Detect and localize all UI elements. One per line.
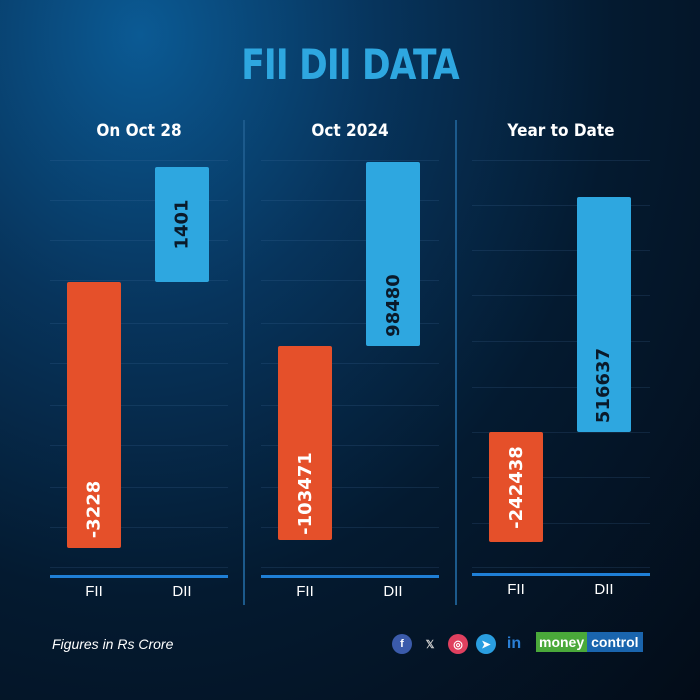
linkedin-icon[interactable]: in — [506, 635, 522, 652]
telegram-icon[interactable]: ➤ — [476, 634, 496, 654]
panel-title: Year to Date — [507, 121, 615, 141]
x-label-fii: FII — [296, 583, 314, 600]
bar-fii: -103471 — [278, 346, 332, 540]
divider — [243, 120, 245, 605]
bar-fii: -242438 — [489, 432, 543, 542]
x-label-dii: DII — [594, 581, 614, 598]
x-label-fii: FII — [85, 583, 103, 600]
chart-panel-oct28: On Oct 28 -3228 1401 FII DII — [50, 115, 228, 610]
bar-value: -103471 — [294, 452, 316, 535]
moneycontrol-logo: money control — [536, 632, 643, 652]
bar-value: 516637 — [593, 347, 615, 424]
x-label-dii: DII — [383, 583, 403, 600]
footnote: Figures in Rs Crore — [52, 636, 174, 652]
panel-title: On Oct 28 — [96, 121, 182, 141]
chart-panel-ytd: Year to Date -242438 516637 FII DII — [472, 115, 650, 610]
x-label-fii: FII — [507, 581, 525, 598]
chart-panel-oct2024: Oct 2024 -103471 98480 FII DII — [261, 115, 439, 610]
bar-dii: 1401 — [155, 167, 209, 282]
bar-value: 1401 — [171, 199, 193, 250]
bar-value: -242438 — [505, 445, 527, 529]
facebook-icon[interactable]: f — [392, 634, 412, 654]
divider — [455, 120, 457, 605]
social-icons: f 𝕏 ◎ ➤ in — [392, 634, 524, 654]
bar-dii: 516637 — [577, 197, 631, 432]
x-label-dii: DII — [172, 583, 192, 600]
bar-dii: 98480 — [366, 162, 420, 346]
bar-value: -3228 — [83, 480, 105, 539]
instagram-icon[interactable]: ◎ — [448, 634, 468, 654]
panel-title: Oct 2024 — [311, 121, 389, 141]
bar-value: 98480 — [382, 274, 404, 337]
bar-fii: -3228 — [67, 282, 121, 548]
x-icon[interactable]: 𝕏 — [425, 638, 435, 651]
page-title: FII DII DATA — [241, 40, 459, 89]
